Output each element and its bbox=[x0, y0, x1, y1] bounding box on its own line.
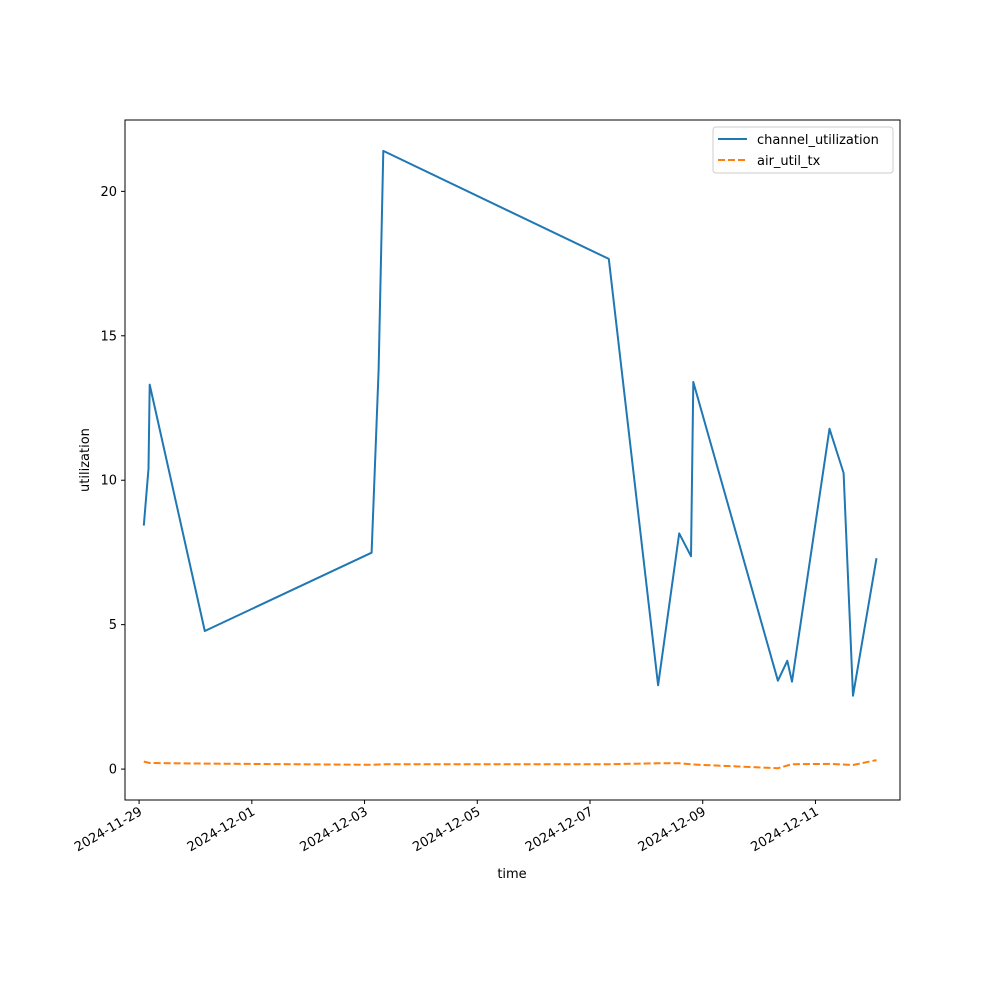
plot-frame bbox=[124, 119, 901, 801]
y-tick-label: 15 bbox=[100, 329, 117, 344]
series-line-channel-utilization bbox=[142, 149, 878, 697]
x-axis-label: time bbox=[497, 867, 526, 882]
legend: channel_utilization air_util_tx bbox=[712, 126, 894, 174]
y-tick-label: 0 bbox=[109, 763, 117, 778]
legend-label-air-util-tx: air_util_tx bbox=[757, 154, 821, 169]
y-tick-label: 5 bbox=[109, 618, 117, 633]
y-tick-label: 20 bbox=[100, 185, 117, 200]
series-line-air-util-tx bbox=[143, 759, 877, 770]
series-layer bbox=[142, 149, 878, 770]
y-axis-label: utilization bbox=[78, 428, 93, 492]
y-tick-label: 10 bbox=[100, 474, 117, 489]
legend-box bbox=[712, 126, 894, 174]
legend-label-channel-utilization: channel_utilization bbox=[757, 133, 879, 148]
y-axis: 0 5 10 15 20 bbox=[100, 185, 125, 778]
